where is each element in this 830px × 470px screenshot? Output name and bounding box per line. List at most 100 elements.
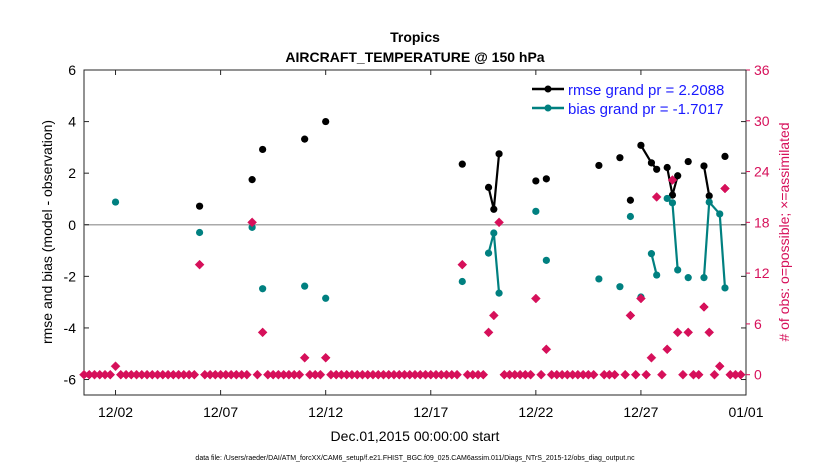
obs-count-marker [714,361,725,372]
rmse-point [595,161,603,170]
obs-count-zero-marker [525,369,536,380]
x-tick-label: 12/17 [413,404,448,420]
y-left-tick-label: 6 [68,62,76,78]
y-axis-label-right: # of obs: o=possible; ×=assimilated [776,122,792,341]
obs-count-marker [320,352,331,363]
y-right-tick-label: 18 [754,214,770,230]
legend-bias-marker [544,104,552,112]
bias-point [721,284,729,292]
obs-count-marker [483,327,494,338]
legend-rmse-marker [544,85,552,93]
obs-count-marker [625,310,636,321]
y-right-tick-label: 6 [754,316,762,332]
obs-count-zero-marker [315,369,326,380]
chart-title: Tropics [390,29,440,45]
legend-rmse-label: rmse grand pr = 2.2088 [568,82,724,99]
obs-count-marker [488,310,499,321]
obs-count-zero-marker [294,369,305,380]
y-right-tick-label: 30 [754,113,770,129]
bias-point [248,223,256,231]
bias-point [716,210,724,218]
obs-count-marker [662,344,673,355]
bias-series-line [650,253,658,276]
bias-point [626,212,635,221]
rmse-point [668,191,677,199]
x-tick-label: 12/22 [518,404,553,420]
bias-point [111,198,120,206]
obs-count-zero-marker [452,369,462,380]
rmse-series-line [702,165,711,197]
obs-count-zero-marker [242,369,252,380]
x-tick-label: 01/01 [728,404,763,420]
bias-point [259,285,267,293]
obs-count-marker [299,352,310,363]
y-left-tick-label: -6 [64,372,77,388]
obs-count-marker [672,327,683,338]
x-tick-label: 12/27 [623,404,658,420]
y-right-tick-label: 36 [754,62,770,78]
bias-point [653,271,661,279]
obs-count-marker [257,327,268,338]
bias-series-line [702,199,727,289]
chart-subtitle: AIRCRAFT_TEMPERATURE @ 150 hPa [285,49,544,65]
obs-count-marker [720,183,730,194]
bias-point [705,198,713,206]
obs-count-zero-marker [735,369,746,380]
obs-count-zero-marker [588,369,599,380]
rmse-point [684,157,692,166]
bias-point [668,199,677,207]
legend-bias-label: bias grand pr = -1.7017 [568,101,724,118]
obs-count-zero-marker [620,369,631,380]
obs-count-zero-marker [630,369,641,380]
y-left-tick-label: 4 [68,114,76,130]
obs-count-zero-marker [709,369,720,380]
obs-count-zero-marker [105,369,116,380]
rmse-point [458,160,466,168]
bias-point [647,250,656,258]
bias-point [595,275,603,283]
obs-count-marker [636,293,646,304]
y-right-tick-label: 0 [754,367,762,383]
rmse-point [721,152,729,161]
bias-point [674,266,682,274]
bias-point [532,207,540,215]
y-right-tick-label: 24 [754,164,770,180]
rmse-point [495,150,503,158]
obs-count-marker [683,327,694,338]
y-left-tick-label: 2 [68,165,76,181]
obs-count-marker [541,344,552,355]
x-tick-label: 12/02 [98,404,133,420]
obs-count-zero-marker [609,369,620,380]
rmse-point [490,205,498,213]
x-tick-label: 12/07 [203,404,238,420]
rmse-point [674,172,682,180]
bias-point [700,274,708,282]
rmse-point [248,176,256,184]
obs-count-zero-marker [641,369,652,380]
obs-count-marker [704,327,715,338]
rmse-point [663,163,671,172]
obs-count-zero-marker [536,369,546,380]
bias-point [301,282,309,290]
bias-point [195,228,204,237]
legend: rmse grand pr = 2.2088 bias grand pr = -… [528,78,740,118]
rmse-point [616,154,624,162]
x-axis-label: Dec.01,2015 00:00:00 start [331,428,500,444]
rmse-point [195,202,204,210]
data-file-note: data file: /Users/raeder/DAI/ATM_forcXX/… [195,455,635,462]
obs-count-marker [457,259,468,270]
obs-count-marker [247,217,257,228]
rmse-point [637,141,645,149]
obs-count-marker [530,293,541,304]
plot-area [83,69,747,396]
obs-count-zero-marker [693,369,704,380]
y-left-tick-label: -2 [64,268,77,284]
rmse-point [647,159,656,167]
obs-count-marker [646,352,657,363]
obs-count-marker [110,361,121,372]
bias-point [684,274,692,282]
rmse-point [700,162,708,170]
y-right-tick-label: 12 [754,265,770,281]
rmse-point [705,192,713,200]
